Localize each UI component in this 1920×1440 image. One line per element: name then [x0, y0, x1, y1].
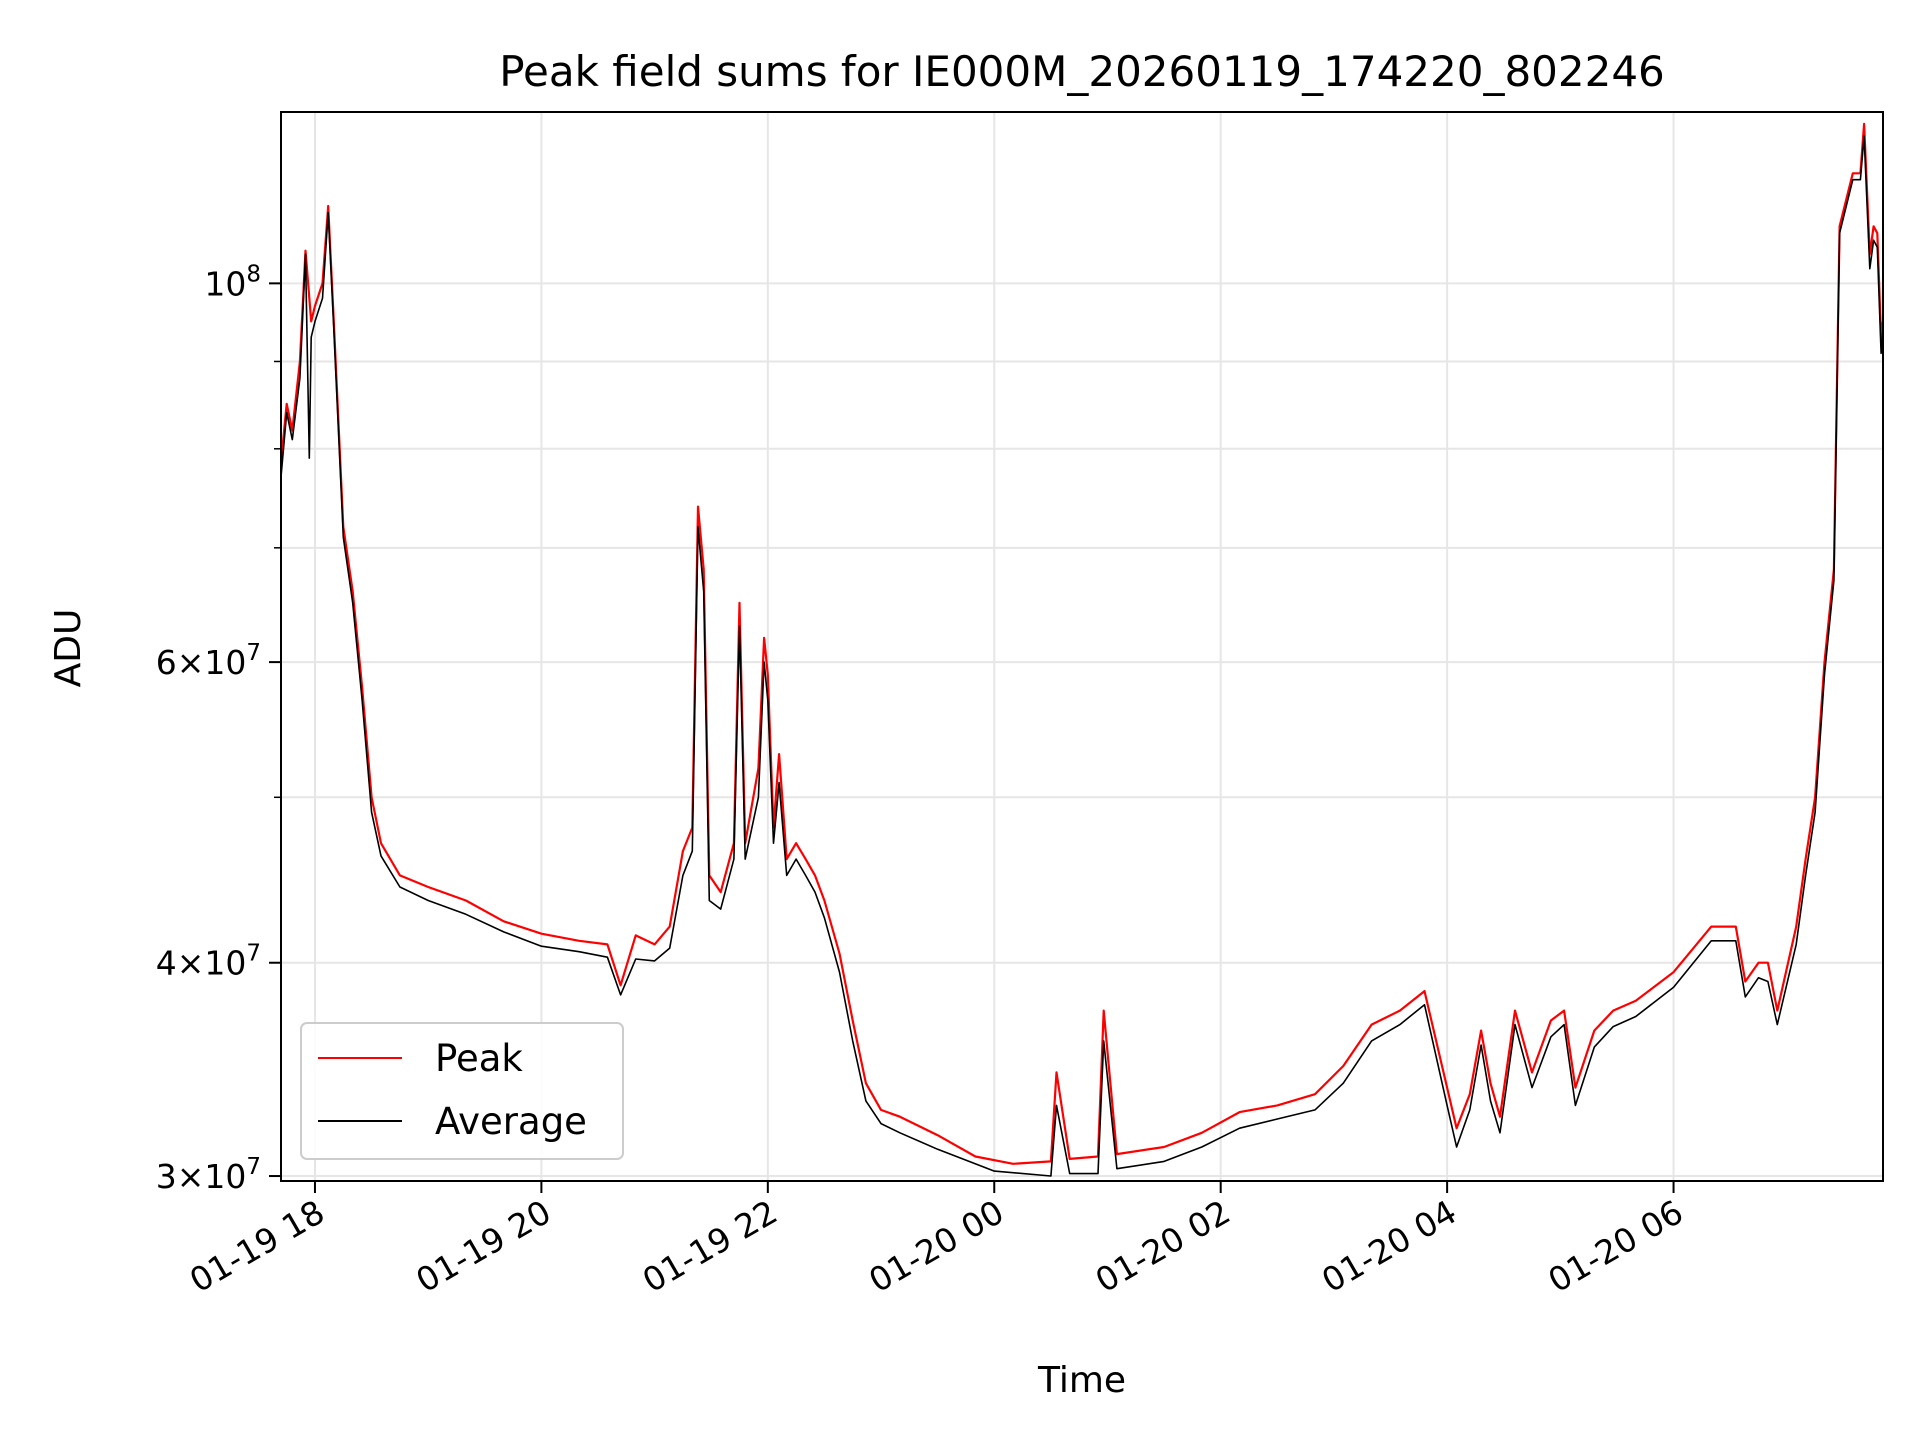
y-tick-label: 4×107 — [156, 941, 261, 983]
y-axis-label: ADU — [48, 609, 89, 688]
chart-title: Peak field sums for IE000M_20260119_1742… — [499, 47, 1665, 96]
y-tick-label: 6×107 — [156, 640, 261, 682]
series-line-average — [280, 135, 1884, 1177]
legend-label-average: Average — [435, 1100, 587, 1143]
y-tick-label: 108 — [204, 261, 261, 303]
grid — [281, 112, 1883, 1181]
y-axis: 3×107 4×107 6×107 108 — [156, 261, 281, 1196]
x-axis-label: Time — [1037, 1360, 1126, 1401]
plot-frame — [280, 111, 1884, 1182]
legend: Peak Average — [300, 1022, 624, 1160]
y-tick-label: 3×107 — [156, 1154, 261, 1196]
plot-area — [279, 122, 1885, 1177]
series-line-peak — [279, 122, 1885, 1165]
legend-label-peak: Peak — [435, 1037, 523, 1080]
